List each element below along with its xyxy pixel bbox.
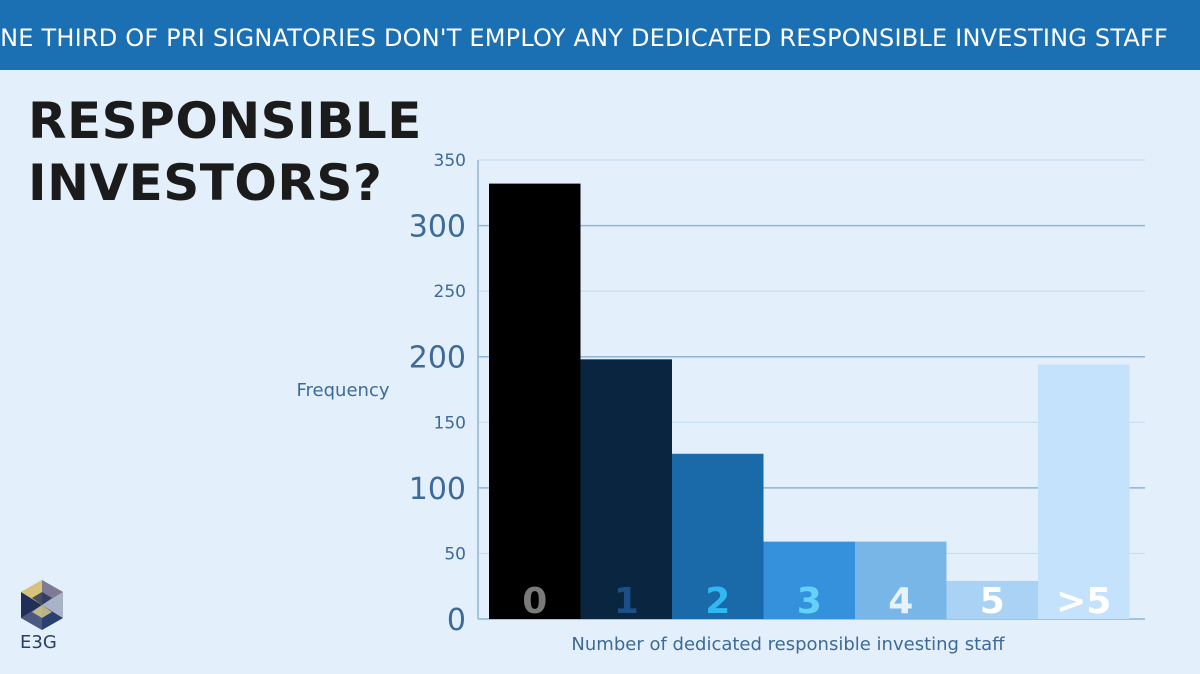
y-tick-label-200: 200 — [409, 341, 466, 376]
y-tick-label-50: 50 — [444, 544, 466, 564]
y-axis-title: Frequency — [297, 380, 390, 401]
bar->5 — [1038, 364, 1130, 619]
headline-line-1: RESPONSIBLE — [28, 92, 422, 150]
category-label-3: 3 — [797, 581, 822, 622]
headline-line-2: INVESTORS? — [28, 154, 383, 212]
category-label->5: >5 — [1056, 581, 1111, 622]
x-axis-title: Number of dedicated responsible investin… — [571, 634, 1005, 655]
category-label-2: 2 — [705, 581, 730, 622]
y-tick-label-100: 100 — [409, 472, 466, 507]
category-label-1: 1 — [614, 581, 639, 622]
title-banner: ONE THIRD OF PRI SIGNATORIES DON'T EMPLO… — [0, 0, 1200, 70]
y-tick-label-350: 350 — [434, 151, 466, 171]
bar-4 — [855, 541, 947, 619]
logo-text: E3G — [20, 632, 57, 653]
e3g-logo-icon — [21, 580, 63, 630]
category-label-5: 5 — [980, 581, 1005, 622]
bar-5 — [946, 580, 1038, 619]
banner-title: ONE THIRD OF PRI SIGNATORIES DON'T EMPLO… — [0, 24, 1168, 52]
bar-0 — [489, 183, 581, 619]
y-tick-label-150: 150 — [434, 413, 466, 433]
category-label-0: 0 — [522, 581, 547, 622]
bar-1 — [580, 359, 672, 619]
bar-2 — [672, 453, 764, 619]
y-tick-label-300: 300 — [409, 210, 466, 245]
headline: RESPONSIBLE INVESTORS? — [28, 90, 448, 214]
y-tick-label-0: 0 — [447, 603, 466, 638]
category-label-4: 4 — [888, 581, 913, 622]
bar-3 — [763, 541, 855, 619]
y-tick-label-250: 250 — [434, 282, 466, 302]
